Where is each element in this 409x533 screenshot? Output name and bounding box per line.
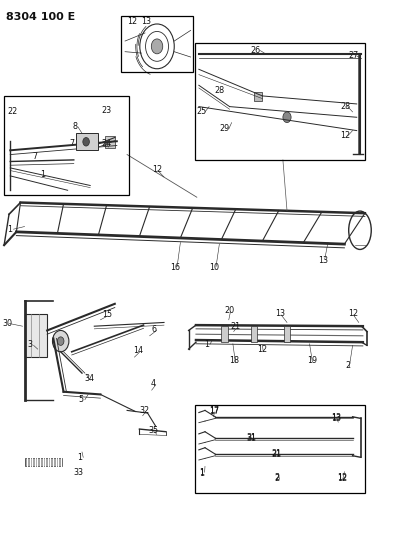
Text: 18: 18 (229, 356, 239, 365)
Bar (76, 133, 98, 150)
Circle shape (57, 337, 64, 345)
Bar (194, 405, 364, 493)
Text: 12: 12 (151, 165, 162, 174)
Text: 1: 1 (7, 225, 12, 233)
Bar (104, 136, 115, 148)
Text: 3: 3 (28, 340, 33, 349)
Text: 2: 2 (273, 474, 279, 483)
Text: 13: 13 (330, 413, 340, 422)
Text: 1: 1 (40, 171, 45, 179)
Bar (121, 16, 192, 72)
Text: 2: 2 (273, 473, 279, 482)
Text: 5: 5 (79, 395, 83, 404)
Text: 31: 31 (246, 434, 256, 442)
Circle shape (52, 330, 69, 352)
Text: 17: 17 (209, 406, 219, 415)
Text: 29: 29 (219, 125, 229, 133)
Text: 15: 15 (101, 310, 112, 319)
Text: 33: 33 (73, 468, 83, 477)
Text: 12: 12 (336, 474, 346, 483)
Text: 21: 21 (271, 449, 281, 457)
Text: 4: 4 (151, 379, 155, 388)
Text: 13: 13 (141, 17, 151, 26)
Text: 26: 26 (249, 46, 260, 55)
Text: 20: 20 (224, 306, 234, 314)
Bar (221, 326, 227, 342)
Text: 6: 6 (151, 325, 156, 334)
Text: 14: 14 (133, 346, 143, 355)
Text: 12: 12 (336, 473, 346, 482)
Text: 35: 35 (148, 426, 158, 435)
Text: 24: 24 (101, 140, 112, 148)
Text: 2: 2 (344, 361, 349, 370)
Bar (25, 458, 62, 466)
Text: 1: 1 (204, 340, 209, 349)
Text: 31: 31 (246, 433, 256, 441)
Text: 7: 7 (33, 152, 38, 161)
Text: 22: 22 (7, 108, 18, 116)
Text: 1: 1 (198, 469, 203, 478)
Text: 34: 34 (84, 374, 94, 383)
Bar (283, 326, 290, 342)
Text: 21: 21 (271, 450, 281, 458)
Bar (254, 92, 261, 101)
Text: 27: 27 (348, 52, 358, 60)
Text: 13: 13 (317, 256, 327, 264)
Text: 1: 1 (77, 453, 82, 462)
Circle shape (83, 138, 89, 146)
Text: 8304 100 E: 8304 100 E (6, 12, 75, 22)
Text: 19: 19 (306, 356, 316, 365)
Text: 28: 28 (213, 86, 224, 95)
Text: 13: 13 (330, 414, 340, 423)
Text: 10: 10 (209, 263, 218, 272)
Circle shape (151, 39, 162, 54)
Bar (194, 43, 364, 160)
Circle shape (282, 112, 290, 123)
Text: 28: 28 (339, 102, 350, 111)
Text: 21: 21 (230, 322, 240, 331)
Text: 32: 32 (139, 406, 149, 415)
Bar (250, 326, 257, 342)
Text: 7: 7 (69, 140, 74, 148)
Bar (25, 314, 47, 357)
Text: 23: 23 (101, 106, 112, 115)
Text: 30: 30 (2, 319, 12, 328)
Text: 16: 16 (170, 263, 180, 272)
Text: 13: 13 (275, 309, 285, 318)
Text: 12: 12 (127, 17, 137, 26)
Bar (4, 96, 129, 195)
Text: 1: 1 (198, 468, 203, 477)
Text: 17: 17 (209, 407, 219, 416)
Text: 12: 12 (339, 132, 350, 140)
Text: 12: 12 (257, 345, 267, 354)
Text: 25: 25 (196, 108, 207, 116)
Text: 8: 8 (73, 123, 78, 131)
Text: 12: 12 (347, 309, 357, 318)
